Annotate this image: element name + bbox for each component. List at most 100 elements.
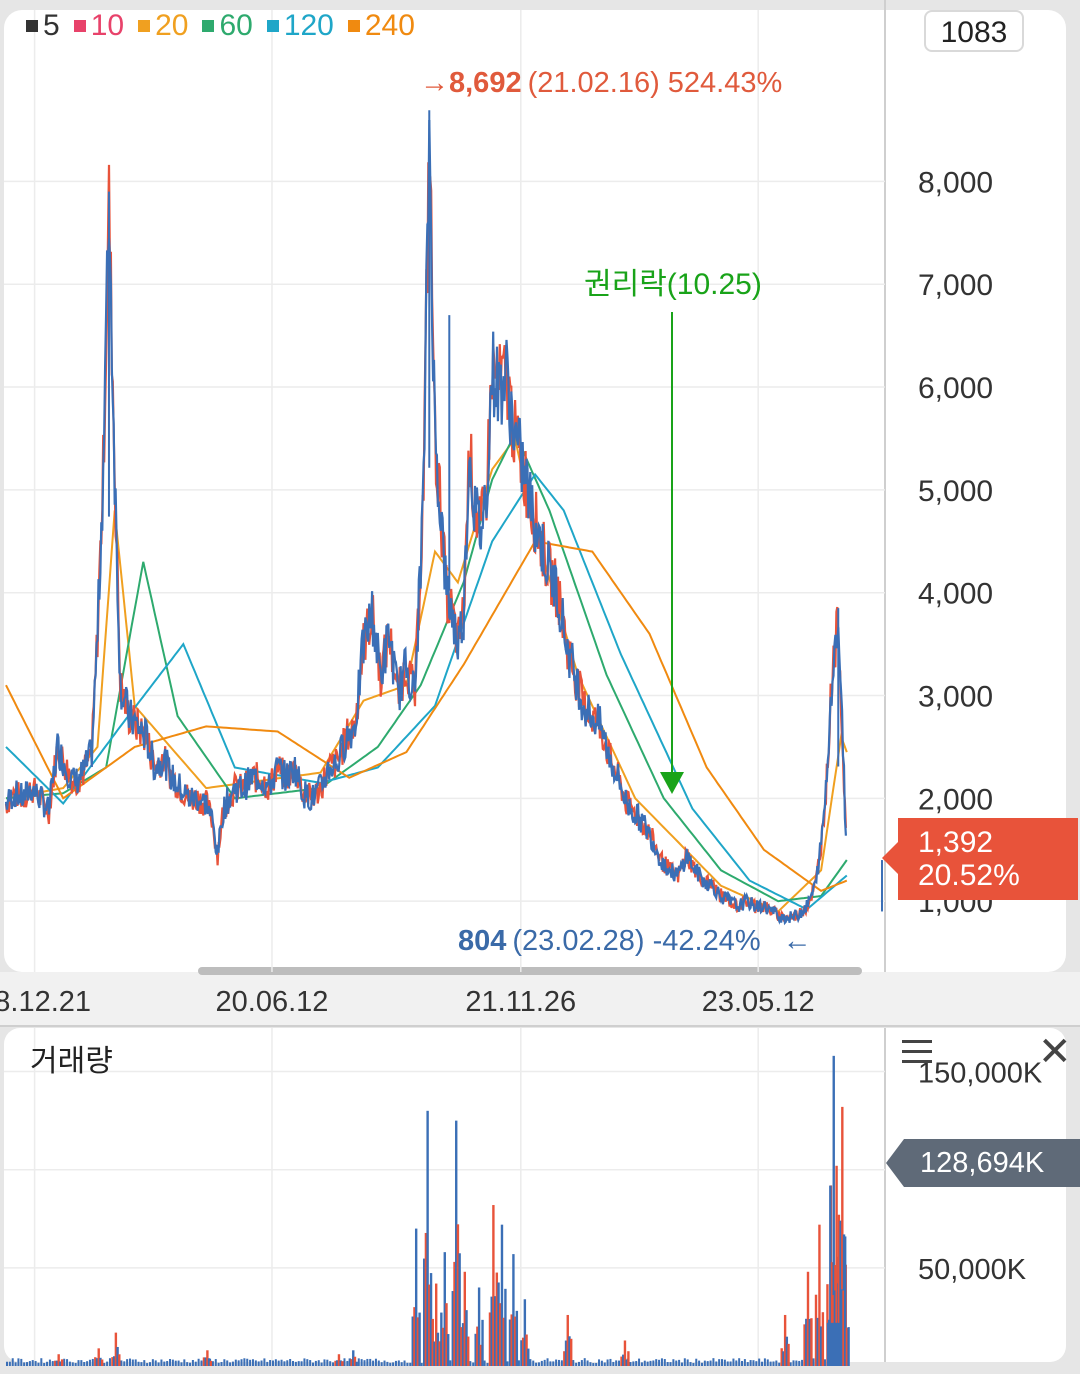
volume-bar xyxy=(339,1360,342,1366)
volume-bar xyxy=(680,1362,683,1366)
volume-bar xyxy=(486,1362,489,1366)
horizontal-scrollbar[interactable] xyxy=(198,967,862,975)
volume-bar xyxy=(286,1360,289,1366)
volume-bar xyxy=(336,1360,339,1366)
legend-item-5[interactable]: 5 xyxy=(26,9,60,43)
price-series xyxy=(4,110,883,926)
volume-bar xyxy=(709,1360,712,1366)
volume-bar xyxy=(472,1362,475,1366)
volume-bar xyxy=(663,1359,666,1366)
volume-bar xyxy=(810,1318,813,1366)
volume-bar xyxy=(317,1360,320,1366)
volume-bar xyxy=(309,1360,312,1366)
volume-bar xyxy=(128,1358,131,1366)
volume-bar xyxy=(495,1272,499,1366)
volume-bar xyxy=(329,1361,332,1366)
moving-average-120 xyxy=(5,472,848,911)
volume-bar xyxy=(652,1360,655,1366)
volume-bar xyxy=(726,1361,729,1366)
volume-bar xyxy=(666,1362,669,1366)
volume-bar xyxy=(229,1362,232,1366)
volume-bar xyxy=(435,1283,438,1366)
menu-icon[interactable] xyxy=(902,1040,932,1064)
volume-bar xyxy=(426,1110,429,1366)
volume-bar xyxy=(254,1360,257,1366)
close-icon[interactable]: ✕ xyxy=(1038,1030,1072,1074)
volume-bar xyxy=(741,1361,744,1366)
volume-bar xyxy=(326,1359,329,1366)
volume-bar xyxy=(638,1358,641,1366)
legend-swatch xyxy=(202,20,215,32)
volume-bar xyxy=(735,1360,738,1366)
volume-bar xyxy=(380,1362,383,1366)
volume-bar xyxy=(640,1362,643,1366)
volume-bar xyxy=(120,1360,123,1366)
volume-bar xyxy=(409,1362,412,1366)
legend-label: 20 xyxy=(155,9,189,42)
volume-bar xyxy=(580,1360,583,1366)
volume-bar xyxy=(151,1359,154,1366)
moving-average-240 xyxy=(5,540,848,893)
volume-bar xyxy=(114,1332,118,1366)
volume-bar xyxy=(366,1358,369,1366)
volume-bar xyxy=(436,1332,440,1366)
volume-bar xyxy=(11,1358,14,1366)
volume-bar xyxy=(433,1341,436,1366)
volume-bar xyxy=(841,1106,844,1366)
legend-item-120[interactable]: 120 xyxy=(266,9,334,43)
volume-bar xyxy=(57,1354,60,1366)
low-date: (23.02.28) xyxy=(512,925,644,957)
volume-bar xyxy=(341,1361,344,1366)
volume-bar xyxy=(6,1361,8,1366)
volume-bar xyxy=(625,1359,628,1366)
volume-bar xyxy=(403,1360,406,1366)
volume-bar xyxy=(348,1358,352,1366)
volume-bar xyxy=(532,1360,535,1366)
legend-item-60[interactable]: 60 xyxy=(202,9,253,43)
volume-bar xyxy=(515,1310,519,1366)
legend-item-10[interactable]: 10 xyxy=(73,9,124,43)
volume-bar xyxy=(686,1359,689,1366)
volume-bar xyxy=(206,1350,209,1366)
volume-bar xyxy=(303,1358,306,1366)
volume-bar xyxy=(488,1312,492,1366)
volume-bar xyxy=(787,1343,790,1366)
volume-bar xyxy=(103,1362,106,1366)
legend-item-20[interactable]: 20 xyxy=(138,9,188,43)
volume-bar xyxy=(769,1361,772,1366)
volume-bar xyxy=(695,1358,698,1366)
volume-bar xyxy=(465,1310,468,1366)
volume-bar xyxy=(28,1361,31,1366)
volume-bar xyxy=(46,1361,49,1366)
volume-bar xyxy=(749,1360,752,1366)
volume-bar xyxy=(523,1299,527,1366)
volume-bar xyxy=(174,1360,177,1366)
x-tick-label: 21.11.26 xyxy=(465,986,576,1018)
volume-bar xyxy=(274,1359,277,1366)
volume-bar xyxy=(360,1359,363,1366)
volume-bar xyxy=(280,1359,283,1366)
volume-bar xyxy=(337,1354,341,1366)
volume-bar xyxy=(755,1361,758,1366)
volume-bar xyxy=(48,1359,51,1366)
volume-bar xyxy=(111,1357,114,1366)
volume-bar xyxy=(826,1322,841,1366)
high-arrow: → xyxy=(420,67,449,99)
y-tick-label: 7,000 xyxy=(918,269,993,302)
volume-bar xyxy=(40,1358,43,1366)
volume-bar xyxy=(116,1346,119,1366)
volume-bar xyxy=(209,1360,213,1366)
volume-bar xyxy=(260,1360,263,1366)
moving-average-60 xyxy=(5,430,848,903)
volume-bar xyxy=(37,1362,40,1366)
volume-bar xyxy=(477,1287,481,1366)
volume-bar xyxy=(843,1236,847,1366)
volume-bar xyxy=(177,1360,180,1366)
volume-bar xyxy=(575,1362,578,1366)
volume-bar xyxy=(292,1361,294,1366)
volume-bar xyxy=(814,1294,818,1366)
legend-item-240[interactable]: 240 xyxy=(347,9,415,43)
count-chip[interactable]: 1083 xyxy=(924,10,1024,52)
